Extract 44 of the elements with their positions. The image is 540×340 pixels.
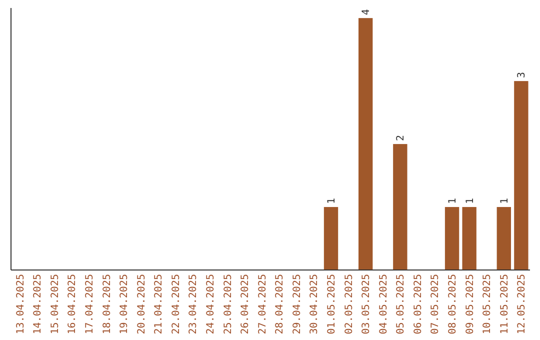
x-tick-label: 10.05.2025 bbox=[482, 274, 494, 334]
x-tick-label: 11.05.2025 bbox=[499, 274, 510, 334]
x-tick-label: 30.04.2025 bbox=[309, 274, 320, 334]
x-tick-label: 03.05.2025 bbox=[361, 274, 372, 334]
x-tick-label: 06.05.2025 bbox=[412, 274, 424, 334]
x-tick-label: 07.05.2025 bbox=[430, 274, 442, 334]
x-tick-label: 23.04.2025 bbox=[188, 274, 200, 334]
data-label: 4 bbox=[361, 9, 372, 16]
x-tick-label: 19.04.2025 bbox=[119, 274, 130, 334]
x-tick-label: 05.05.2025 bbox=[396, 274, 407, 334]
data-label: 1 bbox=[326, 198, 338, 204]
x-tick-label: 21.04.2025 bbox=[154, 274, 165, 334]
x-tick-label: 25.04.2025 bbox=[222, 274, 234, 334]
x-tick-label: 14.04.2025 bbox=[32, 274, 44, 334]
data-label: 1 bbox=[499, 198, 510, 204]
x-tick-label: 12.05.2025 bbox=[516, 274, 528, 334]
x-tick-label: 04.05.2025 bbox=[378, 274, 390, 334]
x-tick-label: 13.04.2025 bbox=[15, 274, 26, 334]
bar bbox=[358, 18, 373, 270]
x-tick-label: 17.04.2025 bbox=[84, 274, 96, 334]
data-label: 1 bbox=[464, 198, 476, 204]
bar bbox=[496, 207, 511, 270]
x-tick-label: 26.04.2025 bbox=[240, 274, 252, 334]
x-tick-label: 01.05.2025 bbox=[326, 274, 338, 334]
x-tick-label: 09.05.2025 bbox=[464, 274, 476, 334]
x-tick-label: 18.04.2025 bbox=[102, 274, 113, 334]
x-tick-label: 15.04.2025 bbox=[50, 274, 61, 334]
x-tick-label: 16.04.2025 bbox=[67, 274, 78, 334]
bar bbox=[393, 144, 408, 270]
bar bbox=[444, 207, 460, 270]
x-tick-label: 29.04.2025 bbox=[292, 274, 303, 334]
x-tick-label: 08.05.2025 bbox=[448, 274, 459, 334]
data-label: 2 bbox=[396, 135, 407, 142]
data-label: 1 bbox=[448, 198, 459, 204]
x-tick-label: 02.05.2025 bbox=[344, 274, 355, 334]
bar bbox=[462, 207, 476, 270]
bar bbox=[514, 81, 528, 270]
x-tick-label: 22.04.2025 bbox=[170, 274, 182, 334]
x-tick-label: 24.04.2025 bbox=[205, 274, 216, 334]
x-tick-label: 20.04.2025 bbox=[136, 274, 148, 334]
x-tick-label: 28.04.2025 bbox=[274, 274, 286, 334]
bar bbox=[324, 207, 338, 270]
x-tick-label: 27.04.2025 bbox=[257, 274, 268, 334]
data-label: 3 bbox=[516, 72, 528, 78]
